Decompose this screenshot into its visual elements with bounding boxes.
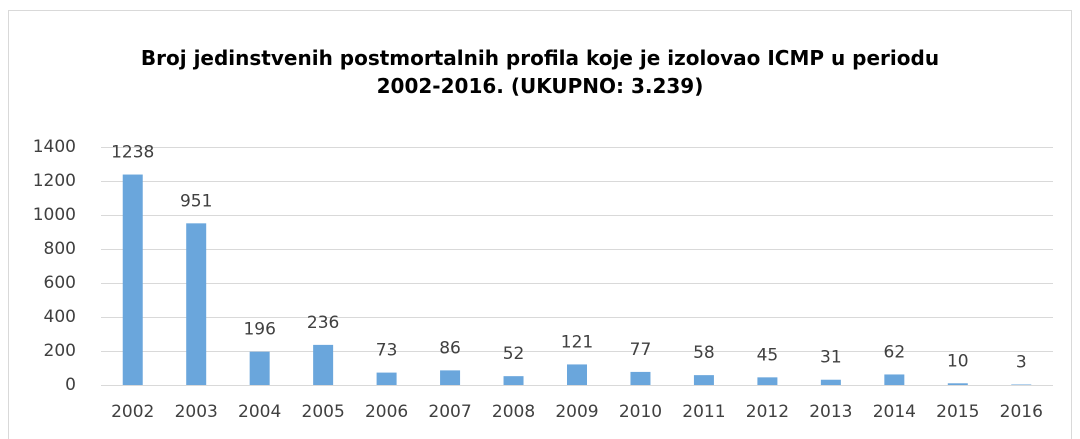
- x-tick-label: 2014: [873, 402, 916, 422]
- y-tick-label: 600: [44, 273, 76, 293]
- bar: [693, 375, 714, 385]
- bar: [630, 371, 651, 385]
- x-tick-label: 2002: [111, 402, 154, 422]
- data-label: 31: [820, 348, 842, 368]
- x-tick-label: 2013: [809, 402, 852, 422]
- bar: [122, 174, 143, 385]
- y-tick-label: 800: [44, 239, 76, 259]
- data-label: 3: [1016, 352, 1027, 372]
- bar: [947, 383, 968, 385]
- data-label: 236: [307, 313, 339, 333]
- bar: [757, 377, 778, 385]
- x-tick-label: 2008: [492, 402, 535, 422]
- bar: [820, 379, 841, 385]
- x-tick-label: 2009: [555, 402, 598, 422]
- data-label: 196: [243, 320, 275, 340]
- y-tick-label: 1000: [33, 205, 76, 225]
- data-label: 77: [630, 340, 652, 360]
- bar: [884, 374, 905, 385]
- bar: [440, 370, 461, 385]
- data-label: 10: [947, 351, 969, 371]
- data-label: 121: [561, 332, 593, 352]
- bar: [376, 372, 397, 385]
- data-label: 45: [757, 345, 779, 365]
- y-tick-label: 1200: [33, 171, 76, 191]
- x-tick-label: 2005: [302, 402, 345, 422]
- data-label: 1238: [111, 143, 154, 163]
- chart-border: [8, 10, 1072, 439]
- data-label: 58: [693, 343, 715, 363]
- x-tick-label: 2012: [746, 402, 789, 422]
- x-tick-label: 2007: [428, 402, 471, 422]
- bar: [186, 223, 207, 385]
- y-tick-label: 0: [65, 375, 76, 395]
- data-label: 62: [884, 342, 906, 362]
- y-tick-label: 200: [44, 341, 76, 361]
- x-tick-label: 2004: [238, 402, 281, 422]
- x-tick-label: 2015: [936, 402, 979, 422]
- chart-title: Broj jedinstvenih postmortalnih profila …: [140, 46, 940, 98]
- y-tick-label: 400: [44, 307, 76, 327]
- data-label: 73: [376, 341, 398, 361]
- data-label: 86: [439, 338, 461, 358]
- x-tick-label: 2016: [1000, 402, 1043, 422]
- x-tick-label: 2006: [365, 402, 408, 422]
- data-label: 951: [180, 191, 212, 211]
- bar: [313, 344, 334, 385]
- data-label: 52: [503, 344, 525, 364]
- x-tick-label: 2003: [175, 402, 218, 422]
- bar: [503, 376, 524, 385]
- bar: [1011, 384, 1032, 385]
- bar: [567, 364, 587, 385]
- x-tick-label: 2010: [619, 402, 662, 422]
- y-tick-label: 1400: [33, 137, 76, 157]
- x-tick-label: 2011: [682, 402, 725, 422]
- bar: [249, 351, 270, 385]
